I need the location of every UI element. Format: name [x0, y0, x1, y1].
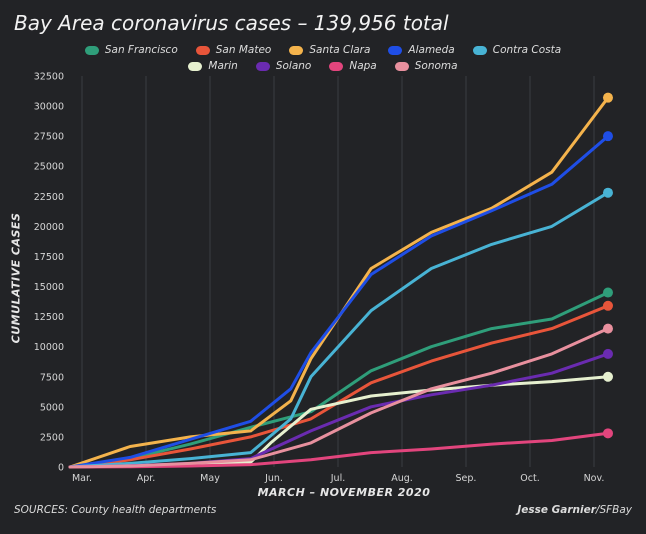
series-line-napa — [68, 431, 610, 469]
x-tick-label: Jun. — [264, 473, 283, 484]
x-tick-label: May — [200, 473, 220, 484]
y-tick-label: 15000 — [34, 282, 64, 293]
x-tick-label: Jul. — [330, 473, 345, 484]
legend-swatch — [289, 45, 304, 55]
legend-swatch — [188, 61, 203, 71]
y-tick-label: 12500 — [34, 312, 64, 323]
legend-swatch — [394, 61, 409, 71]
series-line-san-francisco — [68, 291, 610, 469]
legend-label: Solano — [275, 60, 312, 72]
legend-item: Marin — [188, 60, 238, 72]
y-axis-label: CUMULATIVE CASES — [9, 212, 23, 344]
series-line-santa-clara — [68, 96, 610, 469]
legend-row-1: San Francisco San Mateo Santa Clara Alameda… — [0, 44, 646, 56]
legend-swatch — [195, 45, 210, 55]
legend-swatch — [388, 45, 403, 55]
y-tick-label: 30000 — [34, 102, 64, 113]
y-tick-label: 20000 — [34, 222, 64, 233]
legend-item: Santa Clara — [289, 44, 370, 56]
series-end-dot-napa — [602, 428, 613, 439]
x-tick-label: Oct. — [520, 473, 539, 484]
y-tick-label: 22500 — [34, 192, 64, 203]
x-tick-label: Aug. — [391, 473, 413, 484]
series-line-alameda — [68, 134, 610, 469]
legend-item: Napa — [329, 60, 377, 72]
legend-item: Contra Costa — [472, 44, 562, 56]
x-tick-label: Sep. — [456, 473, 477, 484]
y-tick-label: 2500 — [40, 432, 64, 443]
series-end-dot-san-francisco — [602, 287, 613, 298]
series-end-dot-santa-clara — [602, 92, 613, 103]
sources-note: SOURCES: County health departments — [14, 504, 217, 516]
legend-swatch — [472, 45, 487, 55]
legend-item: Solano — [255, 60, 312, 72]
series-line-contra-costa — [68, 191, 610, 469]
credit-org: /SFBay — [595, 504, 632, 516]
y-tick-label: 5000 — [40, 402, 64, 413]
legend-item: San Francisco — [84, 44, 178, 56]
series-end-dot-contra-costa — [602, 187, 613, 198]
x-tick-label: Apr. — [137, 473, 156, 484]
series-line-sonoma — [68, 327, 610, 469]
legend-label: Marin — [208, 60, 238, 72]
legend-swatch — [84, 45, 99, 55]
legend-item: Alameda — [388, 44, 455, 56]
series-line-san-mateo — [68, 304, 610, 469]
x-tick-label: Mar. — [72, 473, 92, 484]
series-end-dot-marin — [602, 371, 613, 382]
legend-swatch — [255, 61, 270, 71]
y-tick-label: 10000 — [34, 342, 64, 353]
y-tick-label: 25000 — [34, 162, 64, 173]
legend-label: San Francisco — [104, 44, 178, 56]
legend-label: Contra Costa — [492, 44, 562, 56]
y-tick-label: 7500 — [40, 372, 64, 383]
y-tick-label: 32500 — [34, 72, 64, 83]
legend-item: San Mateo — [195, 44, 272, 56]
chart-title: Bay Area coronavirus cases – 139,956 tot… — [14, 11, 449, 35]
legend-label: Santa Clara — [309, 44, 371, 56]
credit-name: Jesse Garnier — [517, 504, 596, 516]
legend-swatch — [329, 61, 344, 71]
series-end-dot-sonoma — [602, 323, 613, 334]
series-end-dot-san-mateo — [602, 300, 613, 311]
legend-label: San Mateo — [215, 44, 272, 56]
legend-label: Alameda — [408, 44, 455, 56]
y-tick-label: 27500 — [34, 132, 64, 143]
legend-row-2: Marin Solano Napa Sonoma — [0, 60, 646, 72]
y-tick-label: 0 — [58, 463, 64, 474]
series-end-dot-solano — [602, 348, 613, 359]
legend-label: Sonoma — [414, 60, 458, 72]
legend-label: Napa — [349, 60, 377, 72]
series-end-dot-alameda — [602, 131, 613, 142]
x-tick-label: Nov. — [584, 473, 605, 484]
x-axis-label: MARCH – NOVEMBER 2020 — [257, 486, 431, 499]
credit-line: Jesse Garnier/SFBay — [517, 504, 632, 516]
y-tick-label: 17500 — [34, 252, 64, 263]
legend-item: Sonoma — [394, 60, 458, 72]
